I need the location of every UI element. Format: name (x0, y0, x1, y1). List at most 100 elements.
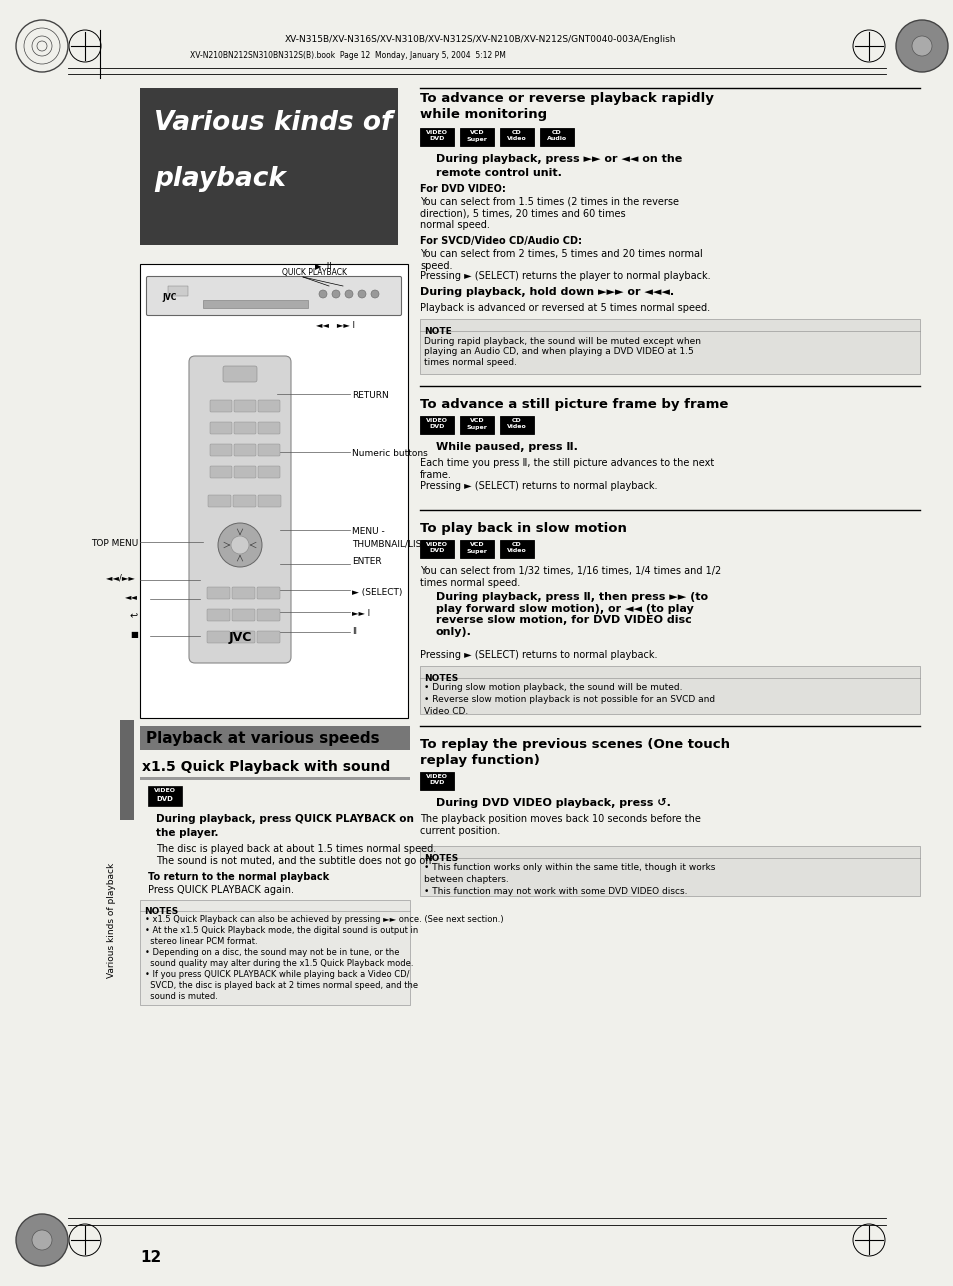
Text: You can select from 1/32 times, 1/16 times, 1/4 times and 1/2
times normal speed: You can select from 1/32 times, 1/16 tim… (419, 566, 720, 588)
Text: ▶  II: ▶ II (314, 261, 331, 270)
Bar (539, 129, 574, 147)
Text: SVCD, the disc is played back at 2 times normal speed, and the: SVCD, the disc is played back at 2 times… (145, 981, 417, 990)
Text: VCD: VCD (469, 130, 484, 135)
Text: During playback, press ►► or ◄◄ on the: During playback, press ►► or ◄◄ on the (436, 154, 681, 165)
Bar (419, 319, 919, 374)
Text: ►► I: ►► I (352, 610, 370, 619)
Bar (140, 777, 410, 781)
Text: VCD: VCD (469, 541, 484, 547)
Text: QUICK PLAYBACK: QUICK PLAYBACK (282, 267, 347, 276)
FancyBboxPatch shape (232, 631, 254, 643)
Text: DVD: DVD (429, 136, 444, 141)
Bar (419, 129, 454, 147)
Text: VIDEO: VIDEO (426, 541, 448, 547)
Text: Video CD.: Video CD. (423, 707, 468, 716)
Text: Press QUICK PLAYBACK again.: Press QUICK PLAYBACK again. (148, 885, 294, 895)
FancyBboxPatch shape (256, 586, 280, 599)
Text: Super: Super (466, 424, 487, 430)
Circle shape (371, 291, 378, 298)
FancyBboxPatch shape (257, 422, 280, 433)
Circle shape (16, 1214, 68, 1265)
Circle shape (895, 21, 947, 72)
Text: During playback, hold down ►►► or ◄◄◄.: During playback, hold down ►►► or ◄◄◄. (419, 287, 674, 297)
Bar (140, 264, 408, 718)
Text: replay function): replay function) (419, 754, 539, 766)
Text: VCD: VCD (469, 418, 484, 423)
Bar (419, 415, 454, 433)
Text: Various kinds of playback: Various kinds of playback (108, 863, 116, 977)
Text: RETURN: RETURN (352, 391, 388, 400)
Text: For DVD VIDEO:: For DVD VIDEO: (419, 184, 505, 194)
Text: NOTES: NOTES (144, 907, 178, 916)
Text: To advance a still picture frame by frame: To advance a still picture frame by fram… (419, 397, 727, 412)
FancyBboxPatch shape (232, 610, 254, 621)
FancyBboxPatch shape (232, 586, 254, 599)
FancyBboxPatch shape (257, 400, 280, 412)
Text: VIDEO: VIDEO (153, 788, 175, 793)
Circle shape (345, 291, 353, 298)
FancyBboxPatch shape (233, 422, 255, 433)
Circle shape (318, 291, 327, 298)
Text: II: II (352, 628, 356, 637)
Text: Video: Video (507, 549, 526, 553)
Circle shape (332, 291, 339, 298)
Bar (499, 129, 534, 147)
Bar (140, 727, 410, 750)
Text: Playback is advanced or reversed at 5 times normal speed.: Playback is advanced or reversed at 5 ti… (419, 303, 709, 312)
Text: To replay the previous scenes (One touch: To replay the previous scenes (One touch (419, 738, 729, 751)
Text: • If you press QUICK PLAYBACK while playing back a Video CD/: • If you press QUICK PLAYBACK while play… (145, 970, 409, 979)
FancyBboxPatch shape (233, 444, 255, 457)
FancyBboxPatch shape (257, 444, 280, 457)
Bar (459, 415, 494, 433)
FancyBboxPatch shape (207, 631, 230, 643)
FancyBboxPatch shape (210, 466, 232, 478)
Text: JVC: JVC (162, 293, 176, 302)
Text: The sound is not muted, and the subtitle does not go off.: The sound is not muted, and the subtitle… (156, 856, 434, 865)
Text: the player.: the player. (156, 828, 218, 838)
FancyBboxPatch shape (189, 356, 291, 664)
FancyBboxPatch shape (210, 444, 232, 457)
Text: Pressing ► (SELECT) returns to normal playback.: Pressing ► (SELECT) returns to normal pl… (419, 649, 657, 660)
Text: ◄◄: ◄◄ (125, 593, 138, 602)
Text: XV-N315B/XV-N316S/XV-N310B/XV-N312S/XV-N210B/XV-N212S/GNT0040-003A/English: XV-N315B/XV-N316S/XV-N310B/XV-N312S/XV-N… (284, 36, 675, 45)
Text: • At the x1.5 Quick Playback mode, the digital sound is output in: • At the x1.5 Quick Playback mode, the d… (145, 926, 417, 935)
Text: XV-N210BN212SN310BN312S(B).book  Page 12  Monday, January 5, 2004  5:12 PM: XV-N210BN212SN310BN312S(B).book Page 12 … (190, 50, 505, 59)
Text: • Reverse slow motion playback is not possible for an SVCD and: • Reverse slow motion playback is not po… (423, 694, 715, 703)
Bar (459, 540, 494, 558)
Text: NOTES: NOTES (423, 674, 457, 683)
FancyBboxPatch shape (233, 400, 255, 412)
Text: THUMBNAIL/LIST: THUMBNAIL/LIST (352, 540, 426, 549)
FancyBboxPatch shape (207, 610, 230, 621)
Text: Video: Video (507, 136, 526, 141)
Text: ◄◄   ►► I: ◄◄ ►► I (316, 322, 355, 331)
Bar (148, 786, 182, 806)
FancyBboxPatch shape (233, 495, 255, 507)
FancyBboxPatch shape (257, 466, 280, 478)
Text: playback: playback (153, 166, 286, 192)
Text: x1.5 Quick Playback with sound: x1.5 Quick Playback with sound (142, 760, 390, 774)
Text: Super: Super (466, 549, 487, 553)
Bar (168, 285, 188, 296)
FancyBboxPatch shape (147, 276, 401, 315)
Text: While paused, press Ⅱ.: While paused, press Ⅱ. (436, 442, 578, 451)
Text: For SVCD/Video CD/Audio CD:: For SVCD/Video CD/Audio CD: (419, 237, 581, 246)
Text: stereo linear PCM format.: stereo linear PCM format. (145, 937, 257, 946)
FancyBboxPatch shape (208, 495, 231, 507)
Text: Video: Video (507, 424, 526, 430)
Text: You can select from 2 times, 5 times and 20 times normal
speed.: You can select from 2 times, 5 times and… (419, 249, 702, 270)
FancyBboxPatch shape (257, 495, 281, 507)
Text: • Depending on a disc, the sound may not be in tune, or the: • Depending on a disc, the sound may not… (145, 948, 399, 957)
Text: DVD: DVD (429, 781, 444, 786)
Text: • x1.5 Quick Playback can also be achieved by pressing ►► once. (See next sectio: • x1.5 Quick Playback can also be achiev… (145, 916, 503, 925)
Text: During playback, press Ⅱ, then press ►► (to
play forward slow motion), or ◄◄ (to: During playback, press Ⅱ, then press ►► … (436, 592, 707, 637)
Text: Playback at various speeds: Playback at various speeds (146, 730, 379, 746)
Text: Each time you press Ⅱ, the still picture advances to the next
frame.
Pressing ► : Each time you press Ⅱ, the still picture… (419, 458, 714, 491)
Text: VIDEO: VIDEO (426, 130, 448, 135)
Text: You can select from 1.5 times (2 times in the reverse
direction), 5 times, 20 ti: You can select from 1.5 times (2 times i… (419, 197, 679, 230)
Text: • During slow motion playback, the sound will be muted.: • During slow motion playback, the sound… (423, 683, 681, 692)
Text: ◄◄/►►: ◄◄/►► (107, 574, 138, 583)
Text: sound quality may alter during the x1.5 Quick Playback mode.: sound quality may alter during the x1.5 … (145, 959, 413, 968)
Text: • This function works only within the same title, though it works: • This function works only within the sa… (423, 863, 715, 872)
Circle shape (911, 36, 931, 57)
Text: JVC: JVC (228, 630, 252, 643)
